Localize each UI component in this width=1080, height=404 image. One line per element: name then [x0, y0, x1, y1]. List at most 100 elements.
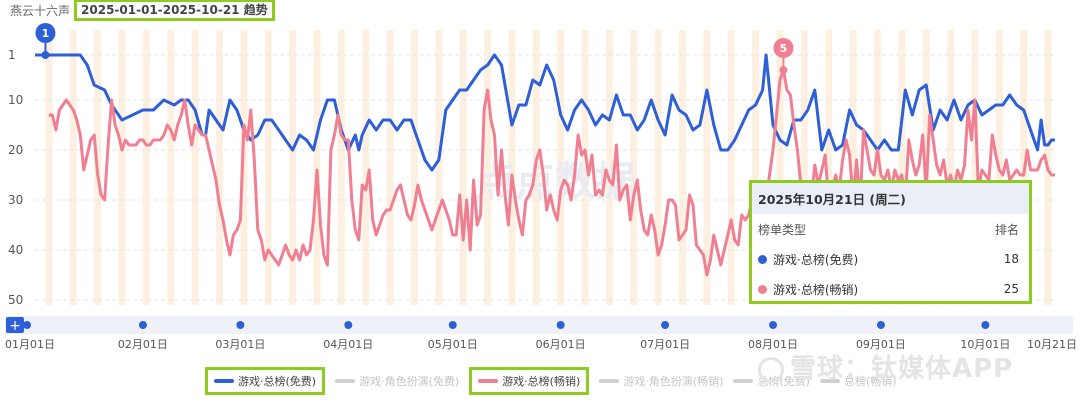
- snowball-logo-icon: [758, 356, 784, 383]
- legend-swatch: [733, 379, 754, 383]
- tooltip-date: 2025年10月21日 (周二): [752, 183, 1029, 214]
- weekend-band: [410, 30, 418, 305]
- time-range-slider: +: [5, 316, 1073, 334]
- game-name: 燕云十六声: [10, 3, 71, 18]
- weekend-band: [873, 30, 881, 305]
- weekend-band: [752, 30, 760, 305]
- x-tick-label: 09月01日: [856, 338, 906, 351]
- chart-header: 燕云十六声 2025-01-01-2025-10-21 趋势: [10, 0, 275, 21]
- tooltip-row-value: 25: [1003, 282, 1019, 296]
- weekend-band: [971, 30, 979, 305]
- weekend-band: [630, 30, 638, 305]
- weekend-band: [216, 30, 223, 305]
- weekend-band: [800, 30, 808, 305]
- weekend-band: [508, 30, 516, 305]
- series-lines: [35, 53, 1055, 277]
- slider-track: [5, 316, 1073, 334]
- pink-dot-icon: [758, 284, 767, 294]
- legend-item-paid-rpg[interactable]: 游戏·角色扮演(畅销): [599, 373, 723, 389]
- tooltip-row-value: 18: [1003, 252, 1019, 266]
- weekend-band: [484, 30, 492, 305]
- weekend-band: [581, 30, 589, 305]
- slider-handle[interactable]: [138, 321, 147, 329]
- date-range-title: 2025-01-01-2025-10-21 趋势: [74, 0, 275, 21]
- y-tick-label: 50: [8, 293, 23, 307]
- legend-label: 游戏·角色扮演(畅销): [623, 375, 724, 388]
- legend-item-overall-paid[interactable]: 总榜(畅销): [819, 373, 897, 389]
- x-tick-label: 08月01日: [748, 338, 798, 351]
- weekend-band: [69, 30, 77, 305]
- weekend-band: [289, 30, 297, 305]
- legend-label: 游戏·角色扮演(免费): [359, 375, 460, 388]
- legend-label: 游戏·总榜(畅销): [502, 375, 581, 388]
- weekend-bands: [45, 30, 1052, 305]
- tooltip-col-type: 榜单类型: [758, 222, 807, 237]
- x-tick-label: 10月01日: [960, 338, 1010, 351]
- slider-plus-button[interactable]: [6, 317, 24, 333]
- weekend-band: [679, 30, 686, 305]
- weekend-band: [825, 30, 833, 305]
- weekend-band: [727, 30, 735, 305]
- weekend-band: [337, 30, 345, 305]
- y-tick-label: 10: [8, 93, 23, 107]
- slider-handle[interactable]: [23, 321, 31, 329]
- series-line: [35, 53, 1055, 172]
- x-tick-label: 02月01日: [118, 338, 168, 351]
- weekend-band: [167, 30, 175, 305]
- slider-handle[interactable]: [556, 321, 565, 329]
- weekend-band: [240, 30, 248, 305]
- xueqiu-watermark: 雪球：钛媒体APP: [758, 348, 1013, 385]
- weekend-band: [947, 30, 955, 305]
- legend-item-free-rpg[interactable]: 游戏·角色扮演(免费): [335, 373, 459, 389]
- slider-handle[interactable]: [661, 321, 670, 329]
- weekend-band: [776, 30, 784, 305]
- x-tick-label: 04月01日: [323, 338, 373, 351]
- blue-dot-icon: [758, 254, 767, 264]
- weekend-band: [849, 30, 857, 305]
- tooltip-row-name: 游戏·总榜(畅销): [773, 282, 859, 297]
- legend-item-paid-total[interactable]: 游戏·总榜(畅销): [469, 367, 590, 395]
- legend-item-free-total[interactable]: 游戏·总榜(免费): [205, 367, 326, 395]
- tooltip-col-rank: 排名: [994, 222, 1019, 237]
- slider-handle[interactable]: [876, 321, 885, 329]
- slider-handle[interactable]: [236, 321, 245, 329]
- marker-pin: [773, 38, 794, 58]
- y-tick-label: 1: [8, 48, 16, 62]
- weekend-band: [313, 30, 321, 305]
- legend: 游戏·总榜(免费) 游戏·角色扮演(免费) 游戏·总榜(畅销) 游戏·角色扮演(…: [205, 366, 907, 396]
- tooltip-row-paid: 游戏·总榜(畅销) 25: [752, 274, 1029, 304]
- weekend-band: [605, 30, 613, 305]
- legend-swatch: [335, 379, 356, 383]
- marker-point: [779, 66, 788, 74]
- weekend-band: [45, 30, 53, 305]
- tooltip-row-name: 游戏·总榜(免费): [773, 252, 859, 267]
- weekend-band: [557, 30, 565, 305]
- tooltip-row-free: 游戏·总榜(免费) 18: [752, 244, 1029, 274]
- weekend-band: [898, 30, 906, 305]
- weekend-band: [435, 30, 443, 305]
- slider-handle[interactable]: [448, 321, 457, 329]
- weekend-band: [703, 30, 711, 305]
- weekend-band: [459, 30, 467, 305]
- marker-pin: [35, 23, 56, 43]
- x-tick-label: 05月01日: [428, 338, 478, 351]
- y-tick-label: 20: [8, 143, 23, 157]
- legend-swatch: [214, 379, 234, 383]
- y-tick-label: 40: [8, 243, 23, 257]
- slider-handle[interactable]: [769, 321, 778, 329]
- peak-markers: 15: [35, 23, 794, 74]
- slider-handle[interactable]: [981, 321, 990, 329]
- tooltip-header-row: 榜单类型 排名: [752, 214, 1029, 244]
- marker-label: 1: [42, 27, 50, 40]
- hover-tooltip: 2025年10月21日 (周二) 榜单类型 排名 游戏·总榜(免费) 18 游戏…: [749, 180, 1032, 304]
- x-tick-label: 07月01日: [640, 338, 690, 351]
- slider-handle[interactable]: [344, 321, 353, 329]
- weekend-band: [264, 30, 272, 305]
- legend-swatch: [478, 379, 499, 383]
- x-tick-label: 01月01日: [5, 338, 55, 351]
- marker-point: [41, 51, 50, 59]
- x-tick-label: 06月01日: [536, 338, 586, 351]
- x-tick-label: 03月01日: [215, 338, 265, 351]
- y-tick-label: 30: [8, 193, 23, 207]
- legend-swatch: [819, 379, 840, 383]
